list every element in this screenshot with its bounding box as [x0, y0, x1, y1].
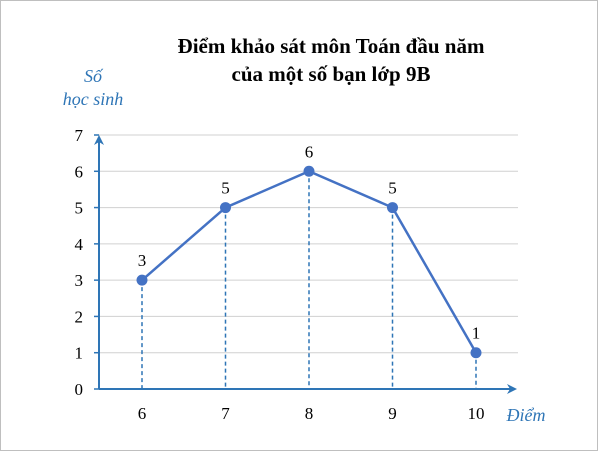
x-tick-labels: 6 7 8 9 10: [138, 404, 485, 423]
data-label: 3: [138, 251, 147, 270]
y-tick-label: 6: [75, 162, 84, 181]
chart-title-line-1: Điểm khảo sát môn Toán đầu năm: [178, 34, 485, 58]
x-tick-label: 9: [388, 404, 397, 423]
y-tick-label: 0: [75, 380, 84, 399]
y-axis-label-line-1: Số: [84, 66, 104, 86]
data-points: [136, 165, 482, 359]
y-tick-label: 5: [75, 199, 84, 218]
x-axis-label: Điểm: [506, 405, 546, 425]
x-tick-label: 6: [138, 404, 147, 423]
data-labels: 3 5 6 5 1: [138, 142, 481, 342]
x-tick-label: 8: [305, 404, 314, 423]
data-label: 5: [388, 179, 397, 198]
y-tick-labels: 0 1 2 3 4 5 6 7: [75, 126, 99, 399]
y-tick-label: 1: [75, 344, 84, 363]
data-label: 5: [221, 179, 230, 198]
chart-title-line-2: của một số bạn lớp 9B: [232, 62, 431, 86]
data-point: [470, 347, 482, 359]
drop-lines: [141, 171, 477, 389]
data-point: [136, 274, 148, 286]
y-tick-label: 2: [75, 307, 84, 326]
data-point: [303, 165, 315, 177]
data-label: 6: [305, 142, 314, 161]
data-point: [387, 202, 398, 214]
y-axis-label-line-2: học sinh: [63, 89, 124, 109]
x-tick-label: 10: [468, 404, 485, 423]
y-tick-label: 3: [75, 271, 84, 290]
y-tick-label: 4: [75, 235, 84, 254]
data-label: 1: [472, 324, 481, 343]
x-tick-label: 7: [221, 404, 230, 423]
data-point: [220, 202, 231, 214]
y-tick-label: 7: [75, 126, 84, 145]
